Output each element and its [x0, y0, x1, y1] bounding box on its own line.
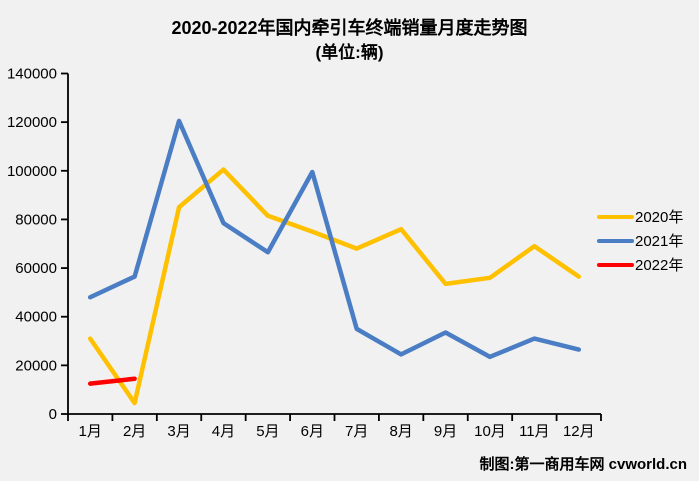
- x-month-label: 6月: [301, 423, 324, 440]
- x-month-label: 8月: [389, 423, 412, 440]
- legend-label-2021: 2021年: [635, 233, 684, 250]
- chart-legend: 2020年 2021年 2022年: [597, 208, 684, 274]
- x-month-label: 9月: [434, 423, 457, 440]
- credit-watermark: 制图:第一商用车网 cvworld.cn: [479, 456, 687, 473]
- y-axis-label: 60000: [15, 260, 57, 277]
- y-axis-label: 80000: [15, 211, 57, 228]
- y-axis-label: 120000: [7, 114, 57, 131]
- legend-swatch-2021: [597, 238, 634, 243]
- series-line-2021: [87, 118, 582, 360]
- chart-title: 2020-2022年国内牵引车终端销量月度走势图: [171, 18, 528, 38]
- x-month-label: 4月: [212, 423, 235, 440]
- legend-swatch-2020: [597, 214, 634, 219]
- x-month-label: 7月: [345, 423, 368, 440]
- x-month-label: 2月: [123, 423, 146, 440]
- series-line-2022: [87, 376, 137, 386]
- legend-item-2022: 2022年: [597, 256, 684, 274]
- x-month-label: 11月: [519, 423, 550, 440]
- y-axis-label: 40000: [15, 309, 57, 326]
- x-month-label: 3月: [167, 423, 190, 440]
- y-axis-label: 20000: [15, 357, 57, 374]
- x-month-label: 10月: [474, 423, 506, 440]
- legend-item-2021: 2021年: [597, 232, 684, 250]
- x-month-label: 12月: [563, 423, 595, 440]
- legend-label-2020: 2020年: [635, 209, 684, 226]
- legend-label-2022: 2022年: [635, 257, 684, 274]
- legend-swatch-2022: [597, 262, 634, 267]
- y-axis-label: 140000: [7, 66, 57, 83]
- x-month-label: 5月: [256, 423, 279, 440]
- x-month-label: 1月: [79, 423, 102, 440]
- y-axis-label: 0: [49, 406, 57, 423]
- legend-item-2020: 2020年: [597, 208, 684, 226]
- series-line-2020: [87, 167, 582, 406]
- chart-subtitle: (单位:辆): [315, 43, 384, 62]
- y-axis-label: 100000: [7, 163, 57, 180]
- chart-title-block: 2020-2022年国内牵引车终端销量月度走势图 (单位:辆): [0, 16, 699, 65]
